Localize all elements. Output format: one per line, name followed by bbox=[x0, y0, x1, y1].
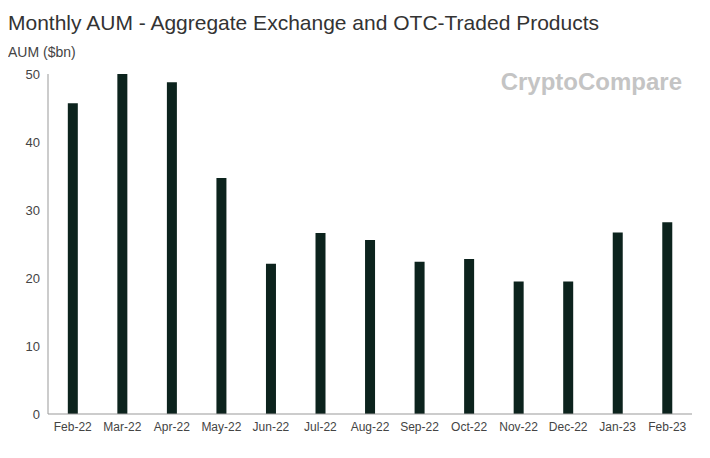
svg-text:30: 30 bbox=[26, 203, 40, 218]
svg-text:Apr-22: Apr-22 bbox=[154, 420, 190, 434]
svg-text:0: 0 bbox=[33, 407, 40, 422]
html-text:AUM ($bn): AUM ($bn) bbox=[8, 44, 76, 60]
svg-text:Feb-23: Feb-23 bbox=[648, 420, 686, 434]
svg-text:20: 20 bbox=[26, 271, 40, 286]
html-text:Monthly AUM - Aggregate Exchan: Monthly AUM - Aggregate Exchange and OTC… bbox=[8, 11, 599, 34]
svg-text:Sep-22: Sep-22 bbox=[400, 420, 439, 434]
svg-text:May-22: May-22 bbox=[201, 420, 241, 434]
svg-text:Feb-22: Feb-22 bbox=[54, 420, 92, 434]
svg-text:Oct-22: Oct-22 bbox=[451, 420, 487, 434]
svg-text:Nov-22: Nov-22 bbox=[499, 420, 538, 434]
svg-text:10: 10 bbox=[26, 339, 40, 354]
svg-text:Jul-22: Jul-22 bbox=[304, 420, 337, 434]
svg-text:Jun-22: Jun-22 bbox=[253, 420, 290, 434]
svg-text:50: 50 bbox=[26, 67, 40, 82]
svg-text:Mar-22: Mar-22 bbox=[103, 420, 141, 434]
svg-text:Aug-22: Aug-22 bbox=[351, 420, 390, 434]
svg-text:Jan-23: Jan-23 bbox=[599, 420, 636, 434]
svg-text:40: 40 bbox=[26, 135, 40, 150]
html-text:CryptoCompare: CryptoCompare bbox=[500, 68, 682, 95]
svg-text:Dec-22: Dec-22 bbox=[549, 420, 588, 434]
